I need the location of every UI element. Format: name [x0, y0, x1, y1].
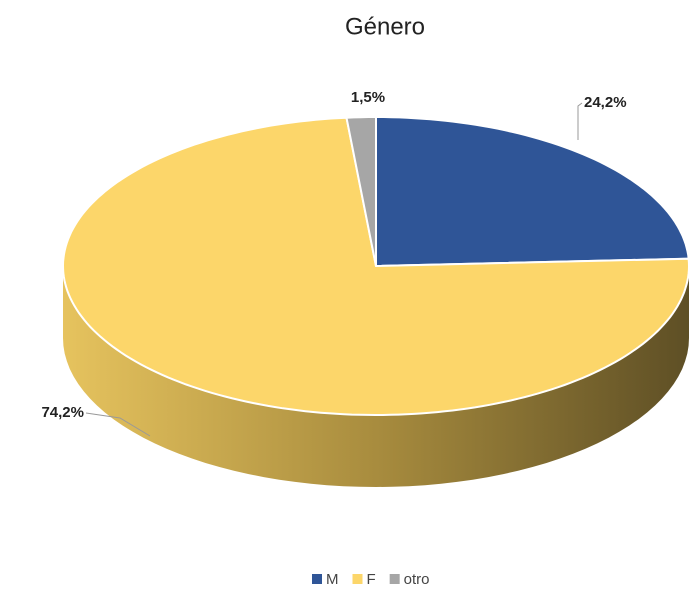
slice	[375, 116, 690, 268]
legend-label: M	[326, 571, 339, 588]
data-label: 1,5%	[351, 89, 385, 106]
slice	[61, 116, 691, 416]
leader-line	[85, 412, 151, 437]
data-label: 24,2%	[584, 94, 627, 111]
data-label: 74,2%	[41, 404, 84, 421]
legend-swatch	[312, 574, 322, 584]
slice	[345, 116, 377, 267]
legend-label: F	[367, 571, 376, 588]
legend-swatch	[352, 574, 363, 584]
legend-swatch	[389, 574, 400, 584]
slice-side	[63, 266, 689, 487]
leader-line	[577, 102, 583, 140]
chart-title: Género	[345, 13, 425, 40]
legend-label: otro	[404, 571, 430, 588]
